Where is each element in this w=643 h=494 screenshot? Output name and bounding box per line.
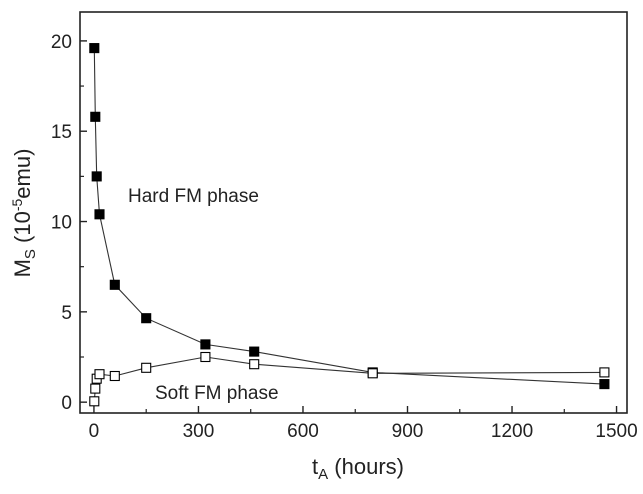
annotation-hard-fm: Hard FM phase: [128, 186, 259, 207]
series-line-0: [93, 48, 605, 385]
soft-fm-point: [599, 367, 610, 378]
annotation-soft-fm: Soft FM phase: [155, 383, 279, 404]
soft-fm-point: [141, 362, 152, 373]
y-tick-labels: 0 5 10 15 20: [51, 32, 72, 414]
x-tick-label: 1200: [491, 421, 533, 442]
x-tick-label: 1500: [595, 421, 637, 442]
y-axis-title: MS (10-5emu): [9, 149, 39, 278]
soft-fm-point: [94, 369, 105, 380]
x-tick-label: 600: [287, 421, 319, 442]
hard-fm-point: [90, 111, 101, 122]
x-axis-title: tA (hours): [312, 454, 404, 483]
soft-fm-point: [367, 368, 378, 379]
y-tick-label: 0: [61, 393, 72, 414]
x-tick-labels: 0 300 600 900 1200 1500: [89, 421, 638, 442]
hard-fm-point: [91, 171, 102, 182]
hard-fm-point: [249, 346, 260, 357]
x-tick-label: 300: [183, 421, 215, 442]
plot-frame: [79, 11, 628, 414]
series-points: [89, 43, 610, 407]
y-tick-label: 10: [51, 213, 72, 234]
hard-fm-point: [200, 339, 211, 350]
y-tick-label: 20: [51, 32, 72, 53]
soft-fm-point: [249, 359, 260, 370]
hard-fm-point: [94, 209, 105, 220]
x-axis-title-subscript: A: [318, 466, 328, 483]
axis-ticks: [80, 40, 618, 413]
hard-fm-point: [141, 313, 152, 324]
y-tick-label: 15: [51, 122, 72, 143]
x-tick-label: 0: [89, 421, 100, 442]
soft-fm-point: [200, 351, 211, 363]
hard-fm-point: [599, 379, 610, 390]
soft-fm-point: [89, 396, 100, 407]
y-tick-label: 5: [61, 303, 72, 324]
plot-area: 0 300 600 900 1200 1500 0 5 10 15 20: [51, 11, 638, 442]
series-lines: [93, 48, 605, 402]
hard-fm-point: [89, 43, 100, 54]
soft-fm-point: [90, 383, 101, 394]
y-axis-title-subscript: S: [22, 249, 39, 259]
y-axis-title-superscript: -5: [9, 198, 25, 211]
x-tick-label: 900: [392, 421, 424, 442]
hard-fm-point: [109, 279, 120, 290]
soft-fm-point: [109, 370, 120, 382]
